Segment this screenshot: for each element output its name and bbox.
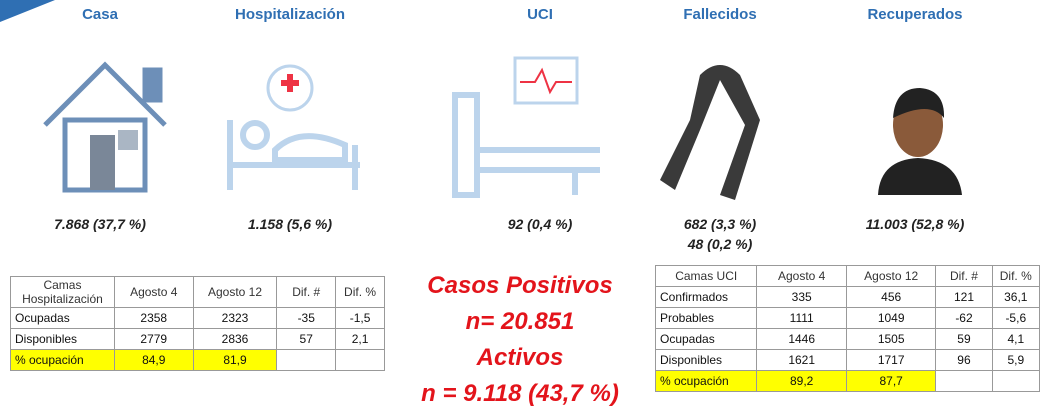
cell: 456 (845, 286, 937, 308)
ribbon-icon (660, 65, 760, 200)
hosp-table: Camas Hospitalización Agosto 4 Agosto 12 Di… (10, 276, 385, 371)
cell: % ocupación (10, 349, 115, 371)
cell: 59 (935, 328, 993, 350)
center-text: Casos Positivos n= 20.851 Activos n = 9.118… (390, 268, 650, 412)
center-line: n= 20.851 (465, 308, 575, 335)
row: % ocupación 89,2 87,7 (654, 370, 1041, 392)
empty-cell (991, 370, 1041, 392)
row: Disponibles 2779 2836 57 2,1 (10, 328, 385, 350)
cell: -62 (935, 307, 993, 329)
row: Ocupadas 1446 1505 59 4,1 (654, 328, 1041, 350)
cell: 1446 (756, 328, 847, 350)
cell: -1,5 (335, 307, 385, 329)
panel-value: 7.868 (37,7 %) (0, 214, 200, 234)
uci-table: Camas UCI Agosto 4 Agosto 12 Dif. # Dif. % Co… (654, 265, 1041, 392)
header-cell: Dif. # (935, 265, 993, 287)
house-icon (43, 61, 167, 193)
panel-title: Fallecidos (683, 6, 757, 23)
cell: -5,6 (991, 307, 1041, 329)
uci-icon (452, 56, 600, 198)
cell: 121 (935, 286, 993, 308)
panel-value: 11.003 (52,8 %) (815, 214, 1015, 234)
center-line: Activos (476, 344, 564, 371)
value-line: 48 (0,2 %) (687, 236, 753, 252)
value-line: 92 (0,4 %) (507, 216, 573, 232)
center-line: n = 9.118 (43,7 %) (421, 380, 619, 407)
cell: 36,1 (991, 286, 1041, 308)
row: Probables 1111 1049 -62 -5,6 (654, 307, 1041, 329)
header-cell: Camas UCI (654, 265, 758, 287)
corner (0, 0, 55, 22)
panel-title: UCI (527, 6, 553, 23)
value-line: 682 (3,3 %) (683, 216, 757, 232)
cell: 81,9 (192, 349, 278, 371)
bed-icon (227, 64, 360, 190)
row: Disponibles 1621 1717 96 5,9 (654, 349, 1041, 371)
row: Confirmados 335 456 121 36,1 (654, 286, 1041, 308)
cell: Disponibles (654, 349, 758, 371)
center-line: Casos Positivos (427, 272, 613, 299)
cell: 2836 (192, 328, 278, 350)
cell: Confirmados (654, 286, 758, 308)
header-cell: Camas Hospitalización (10, 276, 115, 308)
cell: 2,1 (335, 328, 385, 350)
header-cell: Dif. # (276, 276, 337, 308)
value-line: 11.003 (52,8 %) (865, 216, 965, 232)
panel-value: 1.158 (5,6 %) (190, 214, 390, 234)
cell: 1717 (845, 349, 937, 371)
header-cell: Dif. % (335, 276, 385, 308)
cell: 87,7 (845, 370, 937, 392)
cell: Disponibles (10, 328, 115, 350)
cell: 57 (276, 328, 337, 350)
panel-title: Casa (82, 6, 118, 23)
panel-value: 92 (0,4 %) (440, 214, 640, 234)
cell: 2779 (113, 328, 194, 350)
value-line: 1.158 (5,6 %) (247, 216, 333, 232)
header-row: Camas UCI Agosto 4 Agosto 12 Dif. # Dif. % (654, 265, 1041, 287)
cell: % ocupación (654, 370, 758, 392)
panel-title: Recuperados (867, 6, 963, 23)
cell: 89,2 (756, 370, 847, 392)
cell: -35 (276, 307, 337, 329)
cell: Probables (654, 307, 758, 329)
cell: 1111 (756, 307, 847, 329)
cell: 2358 (113, 307, 194, 329)
cell: 1049 (845, 307, 937, 329)
cell: 4,1 (991, 328, 1041, 350)
header-cell: Dif. % (991, 265, 1041, 287)
header-cell: Agosto 4 (113, 276, 194, 308)
empty-cell (335, 349, 385, 371)
cell: Ocupadas (654, 328, 758, 350)
cell: Ocupadas (10, 307, 115, 329)
header-cell: Agosto 12 (845, 265, 937, 287)
cell: 96 (935, 349, 993, 371)
cell: 84,9 (113, 349, 194, 371)
person-icon (878, 88, 962, 195)
row: Ocupadas 2358 2323 -35 -1,5 (10, 307, 385, 329)
cell: 5,9 (991, 349, 1041, 371)
cell: 2323 (192, 307, 278, 329)
value-line: 7.868 (37,7 %) (54, 216, 146, 232)
panel-title: Hospitalización (234, 6, 346, 23)
empty-cell (276, 349, 337, 371)
panel-value: 682 (3,3 %) 48 (0,2 %) (620, 214, 820, 254)
cell: 335 (756, 286, 847, 308)
header-cell: Agosto 12 (192, 276, 278, 308)
empty-cell (935, 370, 993, 392)
cell: 1505 (845, 328, 937, 350)
cell: 1621 (756, 349, 847, 371)
header-row: Camas Hospitalización Agosto 4 Agosto 12 Di… (10, 276, 385, 308)
header-cell: Agosto 4 (756, 265, 847, 287)
row: % ocupación 84,9 81,9 (10, 349, 385, 371)
